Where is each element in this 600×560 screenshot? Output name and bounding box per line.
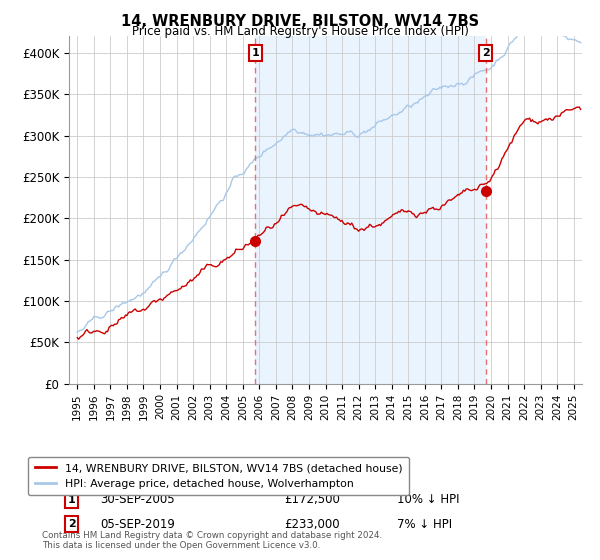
Text: 10% ↓ HPI: 10% ↓ HPI [397,493,460,506]
Text: £233,000: £233,000 [284,517,340,531]
Text: 14, WRENBURY DRIVE, BILSTON, WV14 7BS: 14, WRENBURY DRIVE, BILSTON, WV14 7BS [121,14,479,29]
Text: 05-SEP-2019: 05-SEP-2019 [100,517,175,531]
Text: 2: 2 [68,519,76,529]
Text: 1: 1 [251,48,259,58]
Bar [255,36,485,384]
Text: 30-SEP-2005: 30-SEP-2005 [100,493,175,506]
Legend: 14, WRENBURY DRIVE, BILSTON, WV14 7BS (detached house), HPI: Average price, deta: 14, WRENBURY DRIVE, BILSTON, WV14 7BS (d… [28,457,409,495]
Text: 1: 1 [68,495,76,505]
Text: 7% ↓ HPI: 7% ↓ HPI [397,517,452,531]
Text: Contains HM Land Registry data © Crown copyright and database right 2024.
This d: Contains HM Land Registry data © Crown c… [42,530,382,550]
Text: £172,500: £172,500 [284,493,340,506]
Text: 2: 2 [482,48,490,58]
Text: Price paid vs. HM Land Registry's House Price Index (HPI): Price paid vs. HM Land Registry's House … [131,25,469,38]
